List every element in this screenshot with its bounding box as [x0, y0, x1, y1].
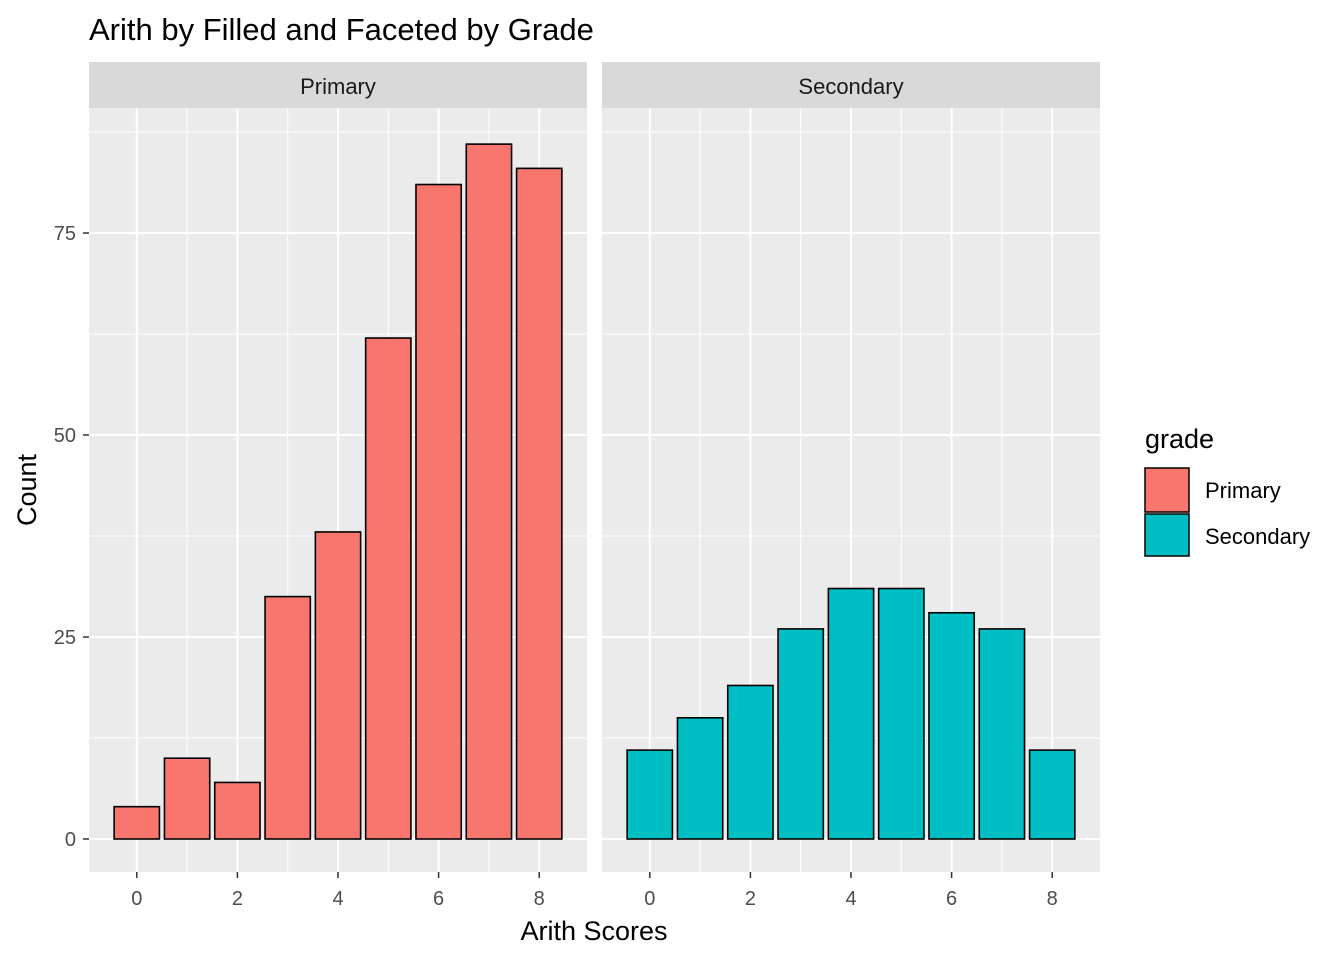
- facet-strip: [89, 62, 587, 108]
- legend-title: grade: [1145, 424, 1214, 454]
- x-tick-label: 8: [1047, 888, 1058, 910]
- x-tick-label: 2: [745, 888, 756, 910]
- y-axis-title: Count: [12, 453, 42, 526]
- legend-label-primary: Primary: [1205, 478, 1281, 503]
- bar-secondary-3: [777, 628, 825, 840]
- legend-key-primary: [1144, 467, 1190, 513]
- bar-secondary-7: [978, 628, 1026, 840]
- y-tick-label: 75: [54, 223, 76, 245]
- facet-strip: [602, 62, 1100, 108]
- legend-key-secondary: [1144, 513, 1190, 557]
- bar-primary-1: [163, 757, 211, 840]
- y-tick-label: 25: [54, 627, 76, 649]
- bar-secondary-5: [877, 587, 925, 840]
- bar-secondary-1: [676, 716, 724, 840]
- bar-secondary-6: [928, 611, 976, 840]
- x-axis-title: Arith Scores: [520, 916, 667, 946]
- x-tick-label: 0: [644, 888, 655, 910]
- bar-primary-4: [314, 531, 362, 840]
- facet-strip-label: Primary: [300, 74, 376, 99]
- facet-primary: Primary: [89, 62, 587, 872]
- x-tick-label: 6: [433, 888, 444, 910]
- legend-label-secondary: Secondary: [1205, 524, 1310, 549]
- y-axis: 0 25 50 75: [54, 223, 89, 851]
- bar-primary-6: [415, 183, 463, 840]
- bar-primary-3: [264, 595, 312, 840]
- facet-secondary: Secondary: [602, 62, 1100, 872]
- y-tick-label: 0: [65, 829, 76, 851]
- y-tick-label: 50: [54, 425, 76, 447]
- bar-primary-0: [113, 805, 161, 840]
- x-axis-secondary: 0 2 4 6 8: [644, 872, 1058, 910]
- x-tick-label: 2: [232, 888, 243, 910]
- facet-strip-label: Secondary: [798, 74, 903, 99]
- legend: grade Primary Secondary: [1144, 424, 1310, 557]
- bar-primary-5: [364, 337, 412, 840]
- bar-primary-8: [515, 167, 563, 840]
- bar-primary-7: [465, 143, 513, 840]
- bar-secondary-2: [726, 684, 774, 840]
- x-axis-primary: 0 2 4 6 8: [131, 872, 545, 910]
- bar-secondary-0: [626, 749, 674, 840]
- x-tick-label: 4: [845, 888, 856, 910]
- x-tick-label: 0: [131, 888, 142, 910]
- bar-secondary-4: [827, 587, 875, 840]
- x-tick-label: 8: [534, 888, 545, 910]
- bar-primary-2: [213, 781, 261, 840]
- x-tick-label: 6: [946, 888, 957, 910]
- x-tick-label: 4: [332, 888, 343, 910]
- bar-secondary-8: [1028, 749, 1076, 840]
- chart-title: Arith by Filled and Faceted by Grade: [89, 12, 594, 47]
